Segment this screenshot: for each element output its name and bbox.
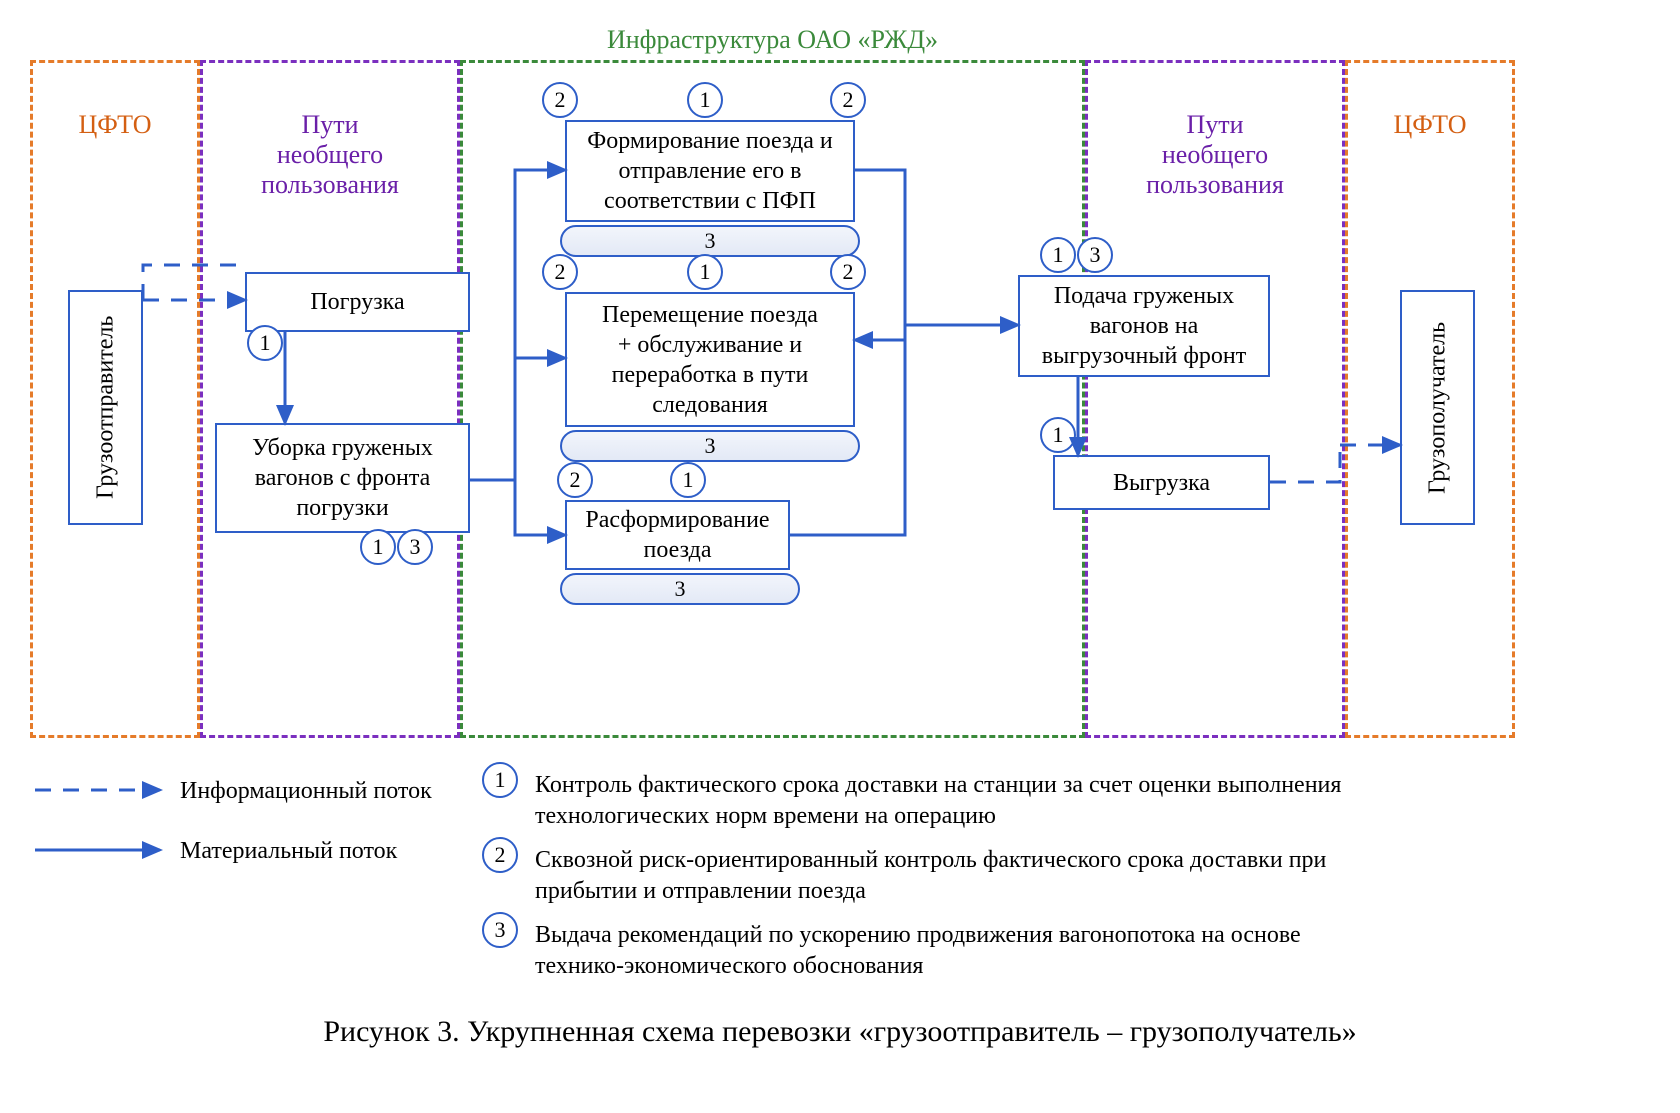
badge-n9: 2: [557, 462, 593, 498]
node-removal: Уборка груженых вагонов с фронта погрузк…: [215, 423, 470, 533]
legend-text-2: Выдача рекомендаций по ускорению продвиж…: [535, 920, 1301, 982]
badge-n2: 3: [397, 529, 433, 565]
legend-text-1: Сквозной риск-ориентированный контроль ф…: [535, 845, 1326, 907]
pill-p1: 3: [560, 225, 860, 257]
node-formation: Формирование поезда и отправление его в …: [565, 120, 855, 222]
figure-caption: Рисунок 3. Укрупненная схема перевозки «…: [0, 1015, 1680, 1049]
region-label-cfto-right: ЦФТО: [1345, 110, 1515, 140]
node-loading: Погрузка: [245, 272, 470, 332]
pill-p3: 3: [560, 573, 800, 605]
badge-n7: 1: [687, 254, 723, 290]
node-movement: Перемещение поезда + обслуживание и пере…: [565, 292, 855, 427]
badge-n0: 1: [247, 325, 283, 361]
badge-n5: 2: [830, 82, 866, 118]
badge-legend-2: 3: [482, 912, 518, 948]
node-consignee: Грузополучатель: [1400, 290, 1475, 525]
badge-n6: 2: [542, 254, 578, 290]
badge-n12: 3: [1077, 237, 1113, 273]
badge-n13: 1: [1040, 417, 1076, 453]
badge-n1: 1: [360, 529, 396, 565]
region-label-infra: Инфраструктура ОАО «РЖД»: [460, 25, 1085, 55]
badge-n8: 2: [830, 254, 866, 290]
pill-p2: 3: [560, 430, 860, 462]
badge-n11: 1: [1040, 237, 1076, 273]
node-disband: Расформирование поезда: [565, 500, 790, 570]
badge-n10: 1: [670, 462, 706, 498]
badge-legend-1: 2: [482, 837, 518, 873]
node-unloading: Выгрузка: [1053, 455, 1270, 510]
legend-material-flow: Материальный поток: [180, 836, 397, 867]
legend-info-flow: Информационный поток: [180, 776, 432, 807]
badge-n4: 1: [687, 82, 723, 118]
legend-text-0: Контроль фактического срока доставки на …: [535, 770, 1341, 832]
region-label-puti-left: Пути необщего пользования: [200, 110, 460, 200]
node-shipper: Грузоотправитель: [68, 290, 143, 525]
badge-legend-0: 1: [482, 762, 518, 798]
region-label-cfto-left: ЦФТО: [30, 110, 200, 140]
region-label-puti-right: Пути необщего пользования: [1085, 110, 1345, 200]
node-delivery: Подача груженых вагонов на выгрузочный ф…: [1018, 275, 1270, 377]
badge-n3: 2: [542, 82, 578, 118]
